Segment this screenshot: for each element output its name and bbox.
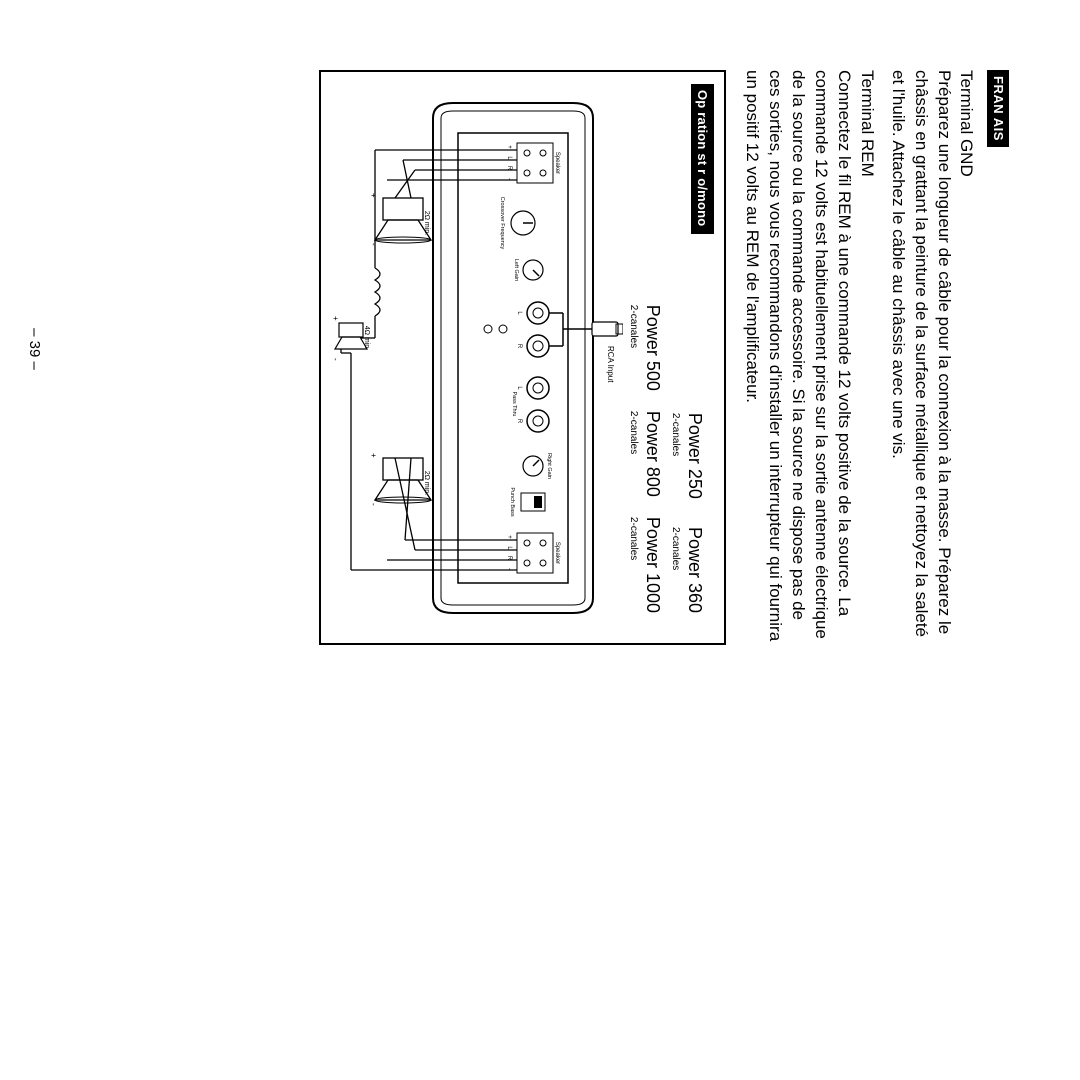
svg-text:+: +: [333, 316, 340, 321]
figure-box: Op ration st r o/mono Power 250 2-canale…: [319, 70, 726, 645]
svg-text:Crossover Frequency: Crossover Frequency: [499, 196, 505, 249]
model-sub: 2-canales: [627, 411, 641, 497]
diagram-svg: Speaker + L R - Crossover Frequency Left…: [333, 88, 623, 628]
svg-text:R: R: [516, 418, 522, 423]
svg-text:Speaker: Speaker: [554, 541, 560, 563]
rem-body: Connectez le fil REM à une commande 12 v…: [743, 70, 854, 641]
operation-label: Op ration st r o/mono: [691, 84, 715, 234]
svg-text:-: -: [369, 503, 378, 506]
speaker-label: Speaker: [554, 151, 560, 173]
svg-text:Punch Bass: Punch Bass: [509, 487, 515, 517]
svg-text:4Ω min.: 4Ω min.: [363, 325, 370, 349]
model-name: Power 1000: [640, 517, 664, 613]
svg-text:Right Gain: Right Gain: [546, 453, 552, 479]
model-row-2: Power 500 2-canales Power 800 2-canales …: [627, 72, 669, 643]
svg-text:+: +: [369, 453, 378, 458]
svg-text:+: +: [369, 193, 378, 198]
gnd-paragraph: Terminal GND Préparez une longueur de câ…: [886, 70, 978, 648]
svg-text:+: +: [506, 145, 512, 149]
model-item: Power 1000 2-canales: [627, 517, 665, 613]
model-sub: 2-canales: [627, 517, 641, 613]
model-item: Power 800 2-canales: [627, 411, 665, 497]
model-item: Power 250 2-canales: [669, 413, 707, 499]
svg-text:R: R: [516, 343, 522, 348]
svg-text:2Ω min.: 2Ω min.: [423, 470, 430, 494]
svg-text:Pass Thru: Pass Thru: [511, 391, 517, 416]
gnd-body: Préparez une longueur de câble pour la c…: [889, 70, 954, 637]
model-name: Power 360: [682, 527, 706, 613]
language-badge: FRAN AIS: [987, 70, 1009, 147]
svg-text:-: -: [333, 358, 340, 361]
model-item: Power 360 2-canales: [669, 527, 707, 613]
model-item: Power 500 2-canales: [627, 305, 665, 391]
svg-text:2Ω min.: 2Ω min.: [423, 210, 430, 234]
svg-text:-: -: [369, 243, 378, 246]
model-sub: 2-canales: [627, 305, 641, 391]
model-name: Power 800: [640, 411, 664, 497]
model-sub: 2-canales: [669, 413, 683, 499]
svg-text:L: L: [516, 311, 522, 315]
gnd-title: Terminal GND: [955, 70, 978, 648]
svg-text:Left Gain: Left Gain: [513, 258, 519, 280]
rem-paragraph: Terminal REM Connectez le fil REM à une …: [740, 70, 878, 648]
model-sub: 2-canales: [669, 527, 683, 613]
model-name: Power 500: [640, 305, 664, 391]
model-name: Power 250: [682, 413, 706, 499]
rem-title: Terminal REM: [855, 70, 878, 648]
svg-text:L: L: [516, 386, 522, 390]
page-number: – 39 –: [24, 0, 44, 698]
svg-text:+: +: [506, 535, 512, 539]
rca-input-label: RCA Input: [606, 346, 615, 383]
amplifier-diagram: Speaker + L R - Crossover Frequency Left…: [321, 72, 627, 643]
